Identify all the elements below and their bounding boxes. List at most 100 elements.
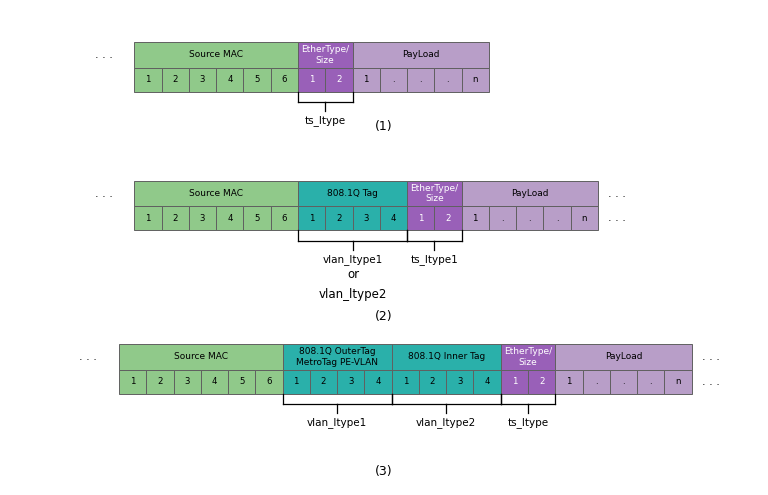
Bar — [134, 42, 298, 68]
Text: 1: 1 — [145, 214, 151, 223]
Bar — [610, 370, 637, 394]
Bar — [298, 42, 353, 68]
Text: EtherType/
Size: EtherType/ Size — [504, 347, 552, 367]
Bar — [462, 206, 488, 230]
Bar — [353, 68, 379, 92]
Text: .: . — [447, 75, 449, 84]
Bar — [310, 370, 337, 394]
Text: .: . — [502, 214, 504, 223]
Bar — [543, 206, 571, 230]
Text: . . .: . . . — [94, 50, 113, 60]
Bar — [488, 206, 516, 230]
Bar — [353, 206, 379, 230]
Text: 5: 5 — [254, 75, 260, 84]
Bar — [325, 68, 353, 92]
Text: 1: 1 — [418, 214, 423, 223]
Text: 2: 2 — [173, 75, 178, 84]
Text: PayLoad: PayLoad — [402, 50, 439, 59]
Text: 4: 4 — [227, 214, 233, 223]
Bar — [161, 68, 189, 92]
Bar — [200, 370, 228, 394]
Text: .: . — [650, 377, 652, 386]
Text: . . .: . . . — [608, 213, 626, 223]
Text: 3: 3 — [457, 377, 462, 386]
Bar — [119, 370, 146, 394]
Bar — [283, 370, 310, 394]
Bar — [134, 206, 161, 230]
Text: Source MAC: Source MAC — [174, 352, 228, 361]
Bar — [473, 370, 501, 394]
Bar — [501, 344, 555, 370]
Text: .: . — [622, 377, 624, 386]
Bar — [407, 206, 434, 230]
Text: .: . — [392, 75, 395, 84]
Text: vlan_ltype1: vlan_ltype1 — [323, 254, 382, 265]
Text: 2: 2 — [445, 214, 451, 223]
Text: 1: 1 — [402, 377, 408, 386]
Bar — [501, 370, 528, 394]
Text: . . .: . . . — [608, 189, 626, 198]
Text: ts_ltype: ts_ltype — [508, 417, 548, 428]
Text: 6: 6 — [266, 377, 272, 386]
Bar — [119, 344, 283, 370]
Text: ts_ltype: ts_ltype — [305, 115, 346, 126]
Bar — [255, 370, 283, 394]
Text: 5: 5 — [239, 377, 244, 386]
Text: 1: 1 — [309, 214, 314, 223]
Bar — [134, 181, 298, 206]
Text: 808.1Q OuterTag
MetroTag PE-VLAN: 808.1Q OuterTag MetroTag PE-VLAN — [296, 347, 378, 367]
Text: 1: 1 — [566, 377, 571, 386]
Text: 2: 2 — [321, 377, 326, 386]
Text: 808.1Q Tag: 808.1Q Tag — [327, 189, 378, 198]
Text: 1: 1 — [293, 377, 299, 386]
Bar — [146, 370, 174, 394]
Bar — [582, 370, 610, 394]
Text: 2: 2 — [336, 214, 342, 223]
Text: or: or — [347, 268, 359, 281]
Text: 3: 3 — [200, 214, 205, 223]
Bar — [174, 370, 201, 394]
Bar — [189, 206, 217, 230]
Text: 2: 2 — [430, 377, 435, 386]
Text: 1: 1 — [472, 214, 478, 223]
Text: EtherType/
Size: EtherType/ Size — [410, 184, 458, 203]
Bar — [407, 68, 434, 92]
Bar — [161, 206, 189, 230]
Bar — [392, 344, 501, 370]
Text: 1: 1 — [309, 75, 314, 84]
Text: Source MAC: Source MAC — [189, 50, 243, 59]
Text: EtherType/
Size: EtherType/ Size — [301, 45, 349, 65]
Bar — [364, 370, 392, 394]
Text: vlan_ltype2: vlan_ltype2 — [416, 417, 476, 428]
Bar — [243, 68, 270, 92]
Text: 4: 4 — [227, 75, 233, 84]
Bar — [337, 370, 364, 394]
Bar — [134, 68, 161, 92]
Text: 4: 4 — [212, 377, 217, 386]
Text: 2: 2 — [173, 214, 178, 223]
Text: (2): (2) — [376, 310, 392, 323]
Text: 2: 2 — [157, 377, 163, 386]
Bar — [528, 370, 555, 394]
Text: . . .: . . . — [79, 352, 98, 362]
Text: PayLoad: PayLoad — [604, 352, 642, 361]
Bar — [228, 370, 255, 394]
Text: n: n — [581, 214, 587, 223]
Text: (1): (1) — [376, 120, 392, 133]
Bar — [379, 206, 407, 230]
Text: 808.1Q Inner Tag: 808.1Q Inner Tag — [408, 352, 485, 361]
Bar — [555, 370, 582, 394]
Text: . . .: . . . — [94, 189, 113, 198]
Bar — [446, 370, 473, 394]
Text: 3: 3 — [184, 377, 190, 386]
Text: (3): (3) — [376, 465, 392, 478]
Bar — [664, 370, 691, 394]
Text: 4: 4 — [376, 377, 381, 386]
Bar — [392, 370, 419, 394]
Text: 2: 2 — [539, 377, 545, 386]
Bar — [243, 206, 270, 230]
Text: .: . — [556, 214, 558, 223]
Text: .: . — [419, 75, 422, 84]
Bar — [637, 370, 664, 394]
Text: PayLoad: PayLoad — [511, 189, 548, 198]
